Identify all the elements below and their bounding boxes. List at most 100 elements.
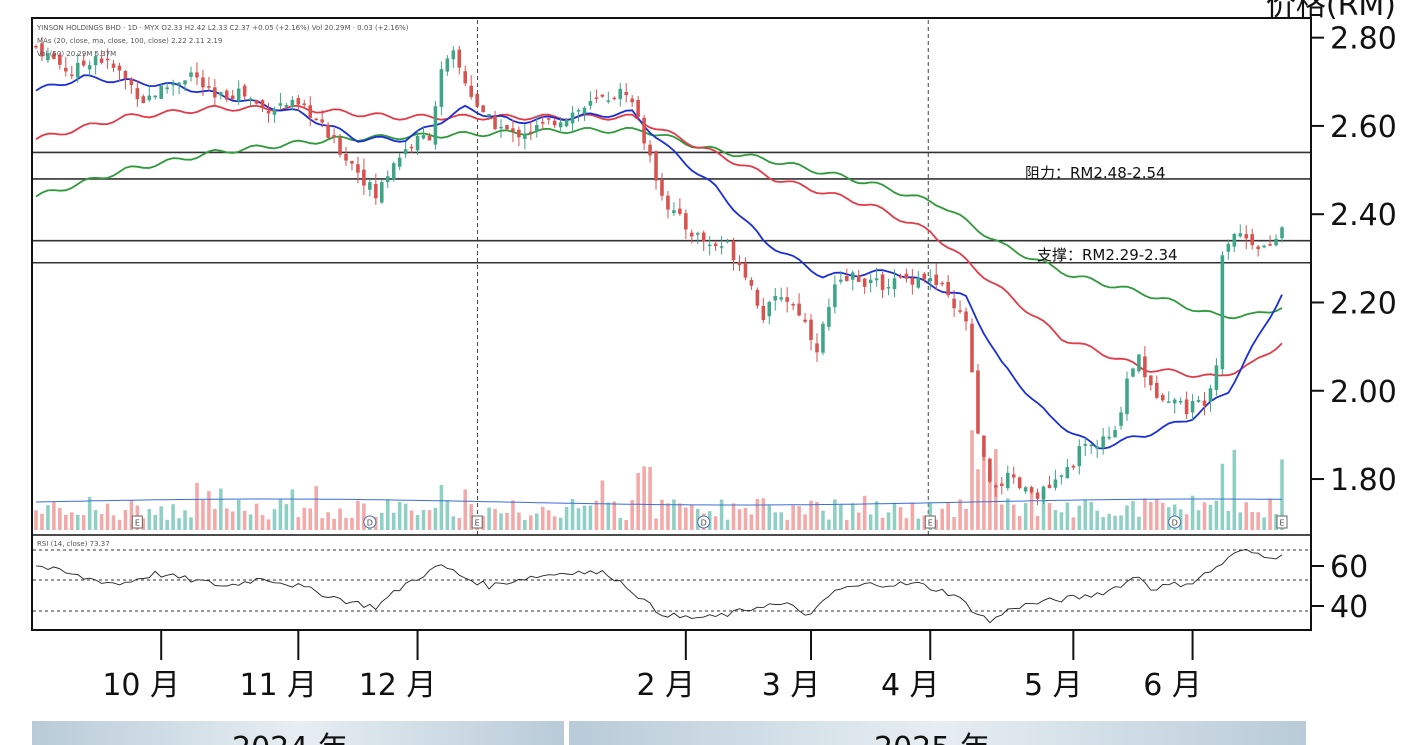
volume-bar xyxy=(672,499,676,530)
volume-bar xyxy=(922,515,927,530)
candle-body xyxy=(690,232,694,237)
candle-body xyxy=(797,303,801,316)
volume-bar xyxy=(213,508,217,530)
month-label: 3 月 xyxy=(762,668,821,703)
volume-bar xyxy=(523,519,527,530)
volume-bar xyxy=(690,504,694,530)
candle-body xyxy=(880,274,885,290)
candle-body xyxy=(850,272,855,280)
candle-body xyxy=(1119,412,1123,426)
year-label-2025: 2025 年 xyxy=(874,723,990,745)
candle-body xyxy=(535,124,539,132)
volume-bar xyxy=(415,515,420,530)
candle-body xyxy=(469,85,473,97)
volume-bar xyxy=(660,499,664,530)
month-label: 11 月 xyxy=(239,668,317,703)
volume-bar xyxy=(1190,495,1195,530)
candle-body xyxy=(445,58,450,72)
candle-body xyxy=(707,244,712,247)
candle-body xyxy=(159,85,163,99)
candle-body xyxy=(1268,244,1272,246)
volume-bar xyxy=(618,517,623,530)
volume-bar xyxy=(1077,505,1082,530)
volume-bar xyxy=(737,509,742,530)
candle-body xyxy=(1196,399,1201,402)
volume-bar xyxy=(1232,449,1237,530)
candle-body xyxy=(1095,446,1099,449)
candle-body xyxy=(928,278,933,282)
volume-bar xyxy=(177,518,181,530)
volume-bar xyxy=(201,499,205,530)
volume-bar xyxy=(1160,502,1165,530)
volume-bar xyxy=(302,507,307,530)
candle-body xyxy=(320,119,324,123)
candle-body xyxy=(254,100,259,104)
candle-body xyxy=(1041,486,1046,499)
volume-bar xyxy=(1220,463,1225,530)
candle-body xyxy=(123,71,128,79)
candle-body xyxy=(749,279,754,286)
candle-body xyxy=(505,125,509,130)
candle-body xyxy=(558,122,563,128)
candle-body xyxy=(153,95,158,98)
volume-bar xyxy=(219,488,223,530)
volume-bar xyxy=(87,496,92,530)
volume-bar xyxy=(129,500,134,530)
volume-bar xyxy=(797,506,801,530)
candle-body xyxy=(630,98,634,103)
volume-bar xyxy=(916,518,921,530)
volume-bar xyxy=(755,498,760,530)
volume-bar xyxy=(153,514,158,530)
volume-bar xyxy=(743,508,748,530)
candle-body xyxy=(1244,234,1249,239)
rsi-info-line: RSI (14, close) 73.37 xyxy=(37,540,110,548)
candle-body xyxy=(791,303,795,306)
volume-bar xyxy=(606,502,611,530)
candle-body xyxy=(779,297,783,300)
month-label: 5 月 xyxy=(1024,668,1083,703)
candle-body xyxy=(1089,444,1094,447)
volume-bar xyxy=(833,499,837,530)
volume-bar xyxy=(1184,514,1189,530)
candle-body xyxy=(827,306,831,327)
candle-body xyxy=(845,275,849,281)
candle-body xyxy=(594,97,599,99)
candle-body xyxy=(183,80,187,85)
volume-bar xyxy=(505,512,509,530)
candle-body xyxy=(517,129,521,138)
candle-body xyxy=(970,323,974,373)
candle-body xyxy=(1256,246,1260,250)
event-marker-glyph: E xyxy=(1279,519,1284,528)
candle-body xyxy=(1005,472,1010,489)
volume-bar xyxy=(1011,504,1016,530)
candle-body xyxy=(439,69,444,107)
candle-body xyxy=(1059,475,1064,477)
volume-bar xyxy=(260,515,265,530)
candle-body xyxy=(487,114,491,117)
volume-bar xyxy=(463,489,468,530)
volume-bar xyxy=(791,505,795,530)
candle-body xyxy=(582,107,587,114)
candle-body xyxy=(87,65,92,70)
candle-body xyxy=(391,163,396,180)
volume-bar xyxy=(1155,498,1159,530)
candle-body xyxy=(618,88,623,100)
candle-body xyxy=(564,119,569,127)
volume-bar xyxy=(731,503,736,530)
candle-body xyxy=(1238,233,1243,237)
volume-bar xyxy=(344,517,348,530)
price-tick-label: 2.40 xyxy=(1330,198,1397,233)
candle-body xyxy=(606,100,611,102)
volume-bar xyxy=(845,519,849,530)
candle-body xyxy=(862,278,867,287)
candle-body xyxy=(135,88,140,100)
candle-body xyxy=(892,278,897,290)
volume-bar xyxy=(624,519,628,530)
volume-bar xyxy=(284,504,289,530)
volume-bar xyxy=(1250,512,1254,530)
volume-bar xyxy=(224,508,229,530)
candle-body xyxy=(761,305,766,321)
candle-body xyxy=(81,60,86,66)
candle-body xyxy=(201,77,205,88)
volume-bar xyxy=(850,503,855,530)
